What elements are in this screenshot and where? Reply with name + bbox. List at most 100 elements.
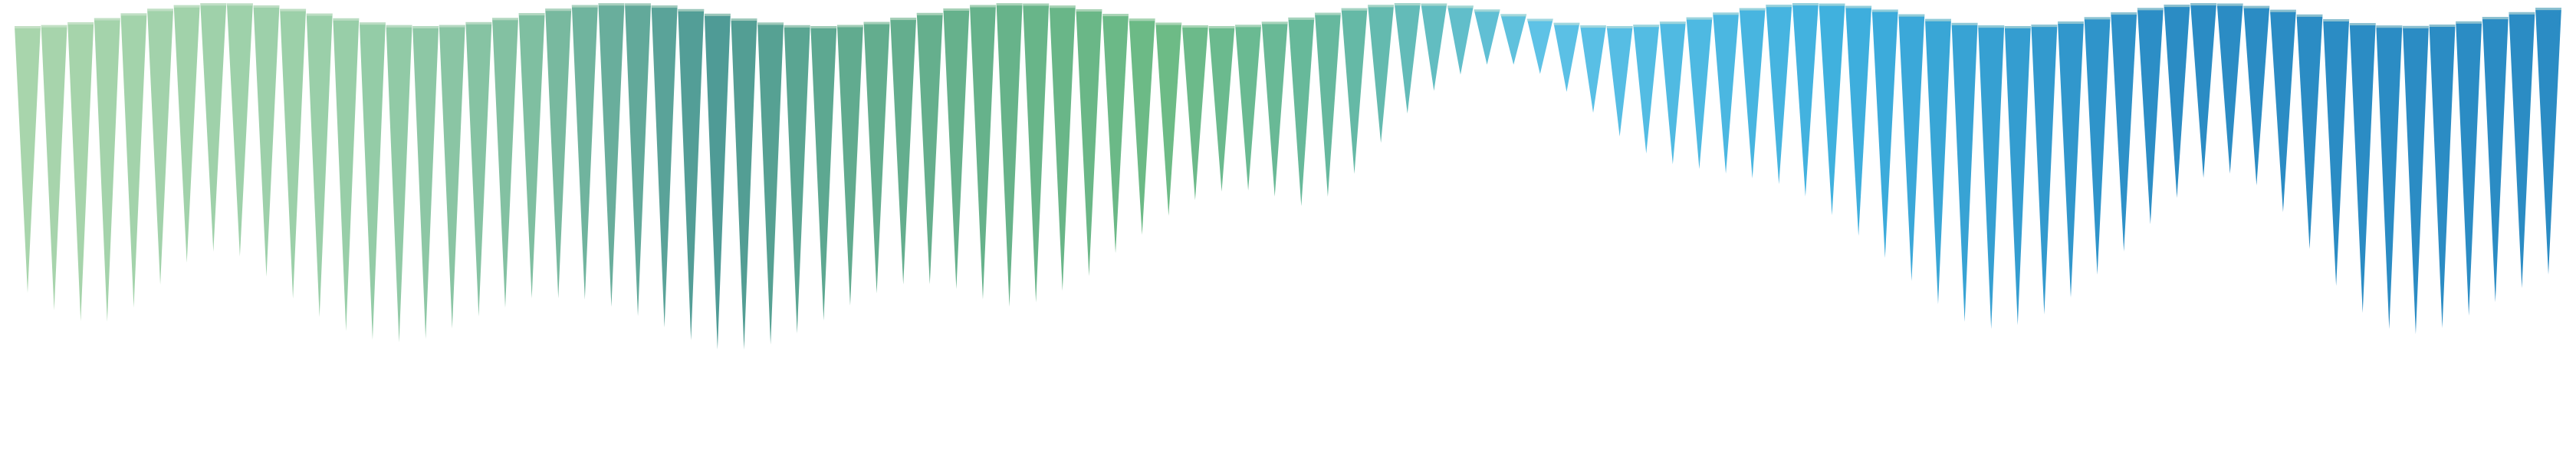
spike — [41, 25, 67, 310]
spike — [386, 25, 412, 343]
spike-cap — [2376, 25, 2403, 28]
spike — [704, 13, 731, 350]
spike — [1580, 25, 1607, 113]
spike — [571, 5, 598, 300]
spike — [2269, 9, 2296, 212]
spike — [784, 25, 810, 334]
spike — [173, 5, 200, 263]
spike — [200, 3, 227, 252]
spike — [2376, 25, 2403, 330]
spike-cap — [491, 18, 518, 21]
spike-cap — [1580, 25, 1607, 28]
spike-cap — [465, 21, 492, 25]
spike-cap — [863, 21, 890, 25]
spike — [253, 5, 280, 277]
spike-cap — [2456, 21, 2482, 24]
spike-cap — [890, 18, 917, 21]
spike — [2111, 12, 2137, 252]
spike — [863, 21, 890, 294]
spike-cap — [810, 25, 837, 28]
spike-cap — [2058, 21, 2085, 25]
spike-cap — [1394, 3, 1421, 6]
spike-cap — [731, 18, 757, 21]
spike — [491, 18, 518, 308]
spike — [1341, 8, 1368, 174]
spike-cap — [1951, 22, 1978, 25]
spike — [1951, 22, 1978, 322]
spike-cap — [1659, 21, 1686, 25]
spike-cap — [1633, 25, 1660, 28]
spike-cap — [2482, 17, 2509, 20]
spike-cap — [1155, 22, 1182, 25]
spike — [1713, 12, 1740, 174]
spike-cap — [1076, 9, 1102, 12]
spike — [2137, 8, 2164, 225]
spike — [943, 8, 970, 289]
spike — [439, 25, 465, 329]
spike — [625, 3, 652, 317]
spike — [996, 3, 1023, 307]
spike-cap — [1341, 8, 1368, 11]
spike — [120, 13, 147, 308]
spike-cap — [2323, 19, 2350, 22]
spike-cap — [1739, 8, 1766, 11]
spike-cap — [359, 22, 386, 25]
spike-cap — [571, 5, 598, 8]
spike-cap — [120, 13, 147, 16]
spike-cap — [2031, 25, 2058, 28]
spike-cap — [41, 25, 67, 28]
spike — [678, 8, 705, 340]
spike-cap — [147, 8, 174, 12]
spike — [1288, 17, 1315, 206]
spike-cap — [253, 5, 280, 8]
spike — [2509, 12, 2535, 288]
spike-cap — [2402, 25, 2429, 28]
spike — [1447, 5, 1474, 75]
spike-cap — [94, 18, 120, 21]
spike — [1261, 21, 1288, 197]
spike-cap — [678, 8, 705, 12]
spike-cap — [1792, 3, 1819, 6]
spike-cap — [2429, 25, 2456, 28]
spike-cap — [1447, 5, 1474, 8]
spike — [2004, 25, 2031, 325]
spike-cap — [1819, 3, 1845, 6]
spike — [1049, 5, 1076, 291]
spike-cap — [306, 13, 333, 16]
spike-cap — [1713, 12, 1740, 15]
spike-group — [15, 3, 2561, 350]
spike-cap — [1898, 14, 1925, 17]
spike — [2429, 25, 2456, 329]
spike-cap — [651, 5, 678, 8]
spike — [1394, 3, 1421, 114]
spike-cap — [2349, 23, 2376, 26]
spike-cap — [625, 3, 652, 6]
spike-cap — [280, 8, 307, 12]
spike — [1500, 14, 1527, 65]
spike-cap — [2137, 8, 2164, 11]
spike-cap — [2243, 5, 2270, 8]
spike — [518, 13, 545, 299]
spike-cap — [757, 22, 784, 25]
spike — [1553, 22, 1580, 92]
spike — [1023, 3, 1050, 303]
spike — [1845, 5, 1872, 236]
spike — [1155, 22, 1182, 216]
spike — [1766, 5, 1792, 185]
spike — [1421, 3, 1447, 91]
spike — [333, 18, 360, 331]
spike — [412, 25, 439, 339]
spike — [1686, 17, 1713, 169]
spike-cap — [226, 3, 253, 6]
spike — [1235, 25, 1262, 191]
spike — [2456, 21, 2482, 316]
spike-cap — [704, 13, 731, 16]
spike — [810, 25, 837, 320]
spike — [1102, 14, 1129, 254]
spike-cap — [2535, 8, 2561, 11]
spike-cap — [916, 12, 943, 15]
spike-cap — [1474, 9, 1500, 12]
spike — [1792, 3, 1819, 197]
spike — [731, 18, 757, 350]
spike — [2296, 14, 2323, 249]
